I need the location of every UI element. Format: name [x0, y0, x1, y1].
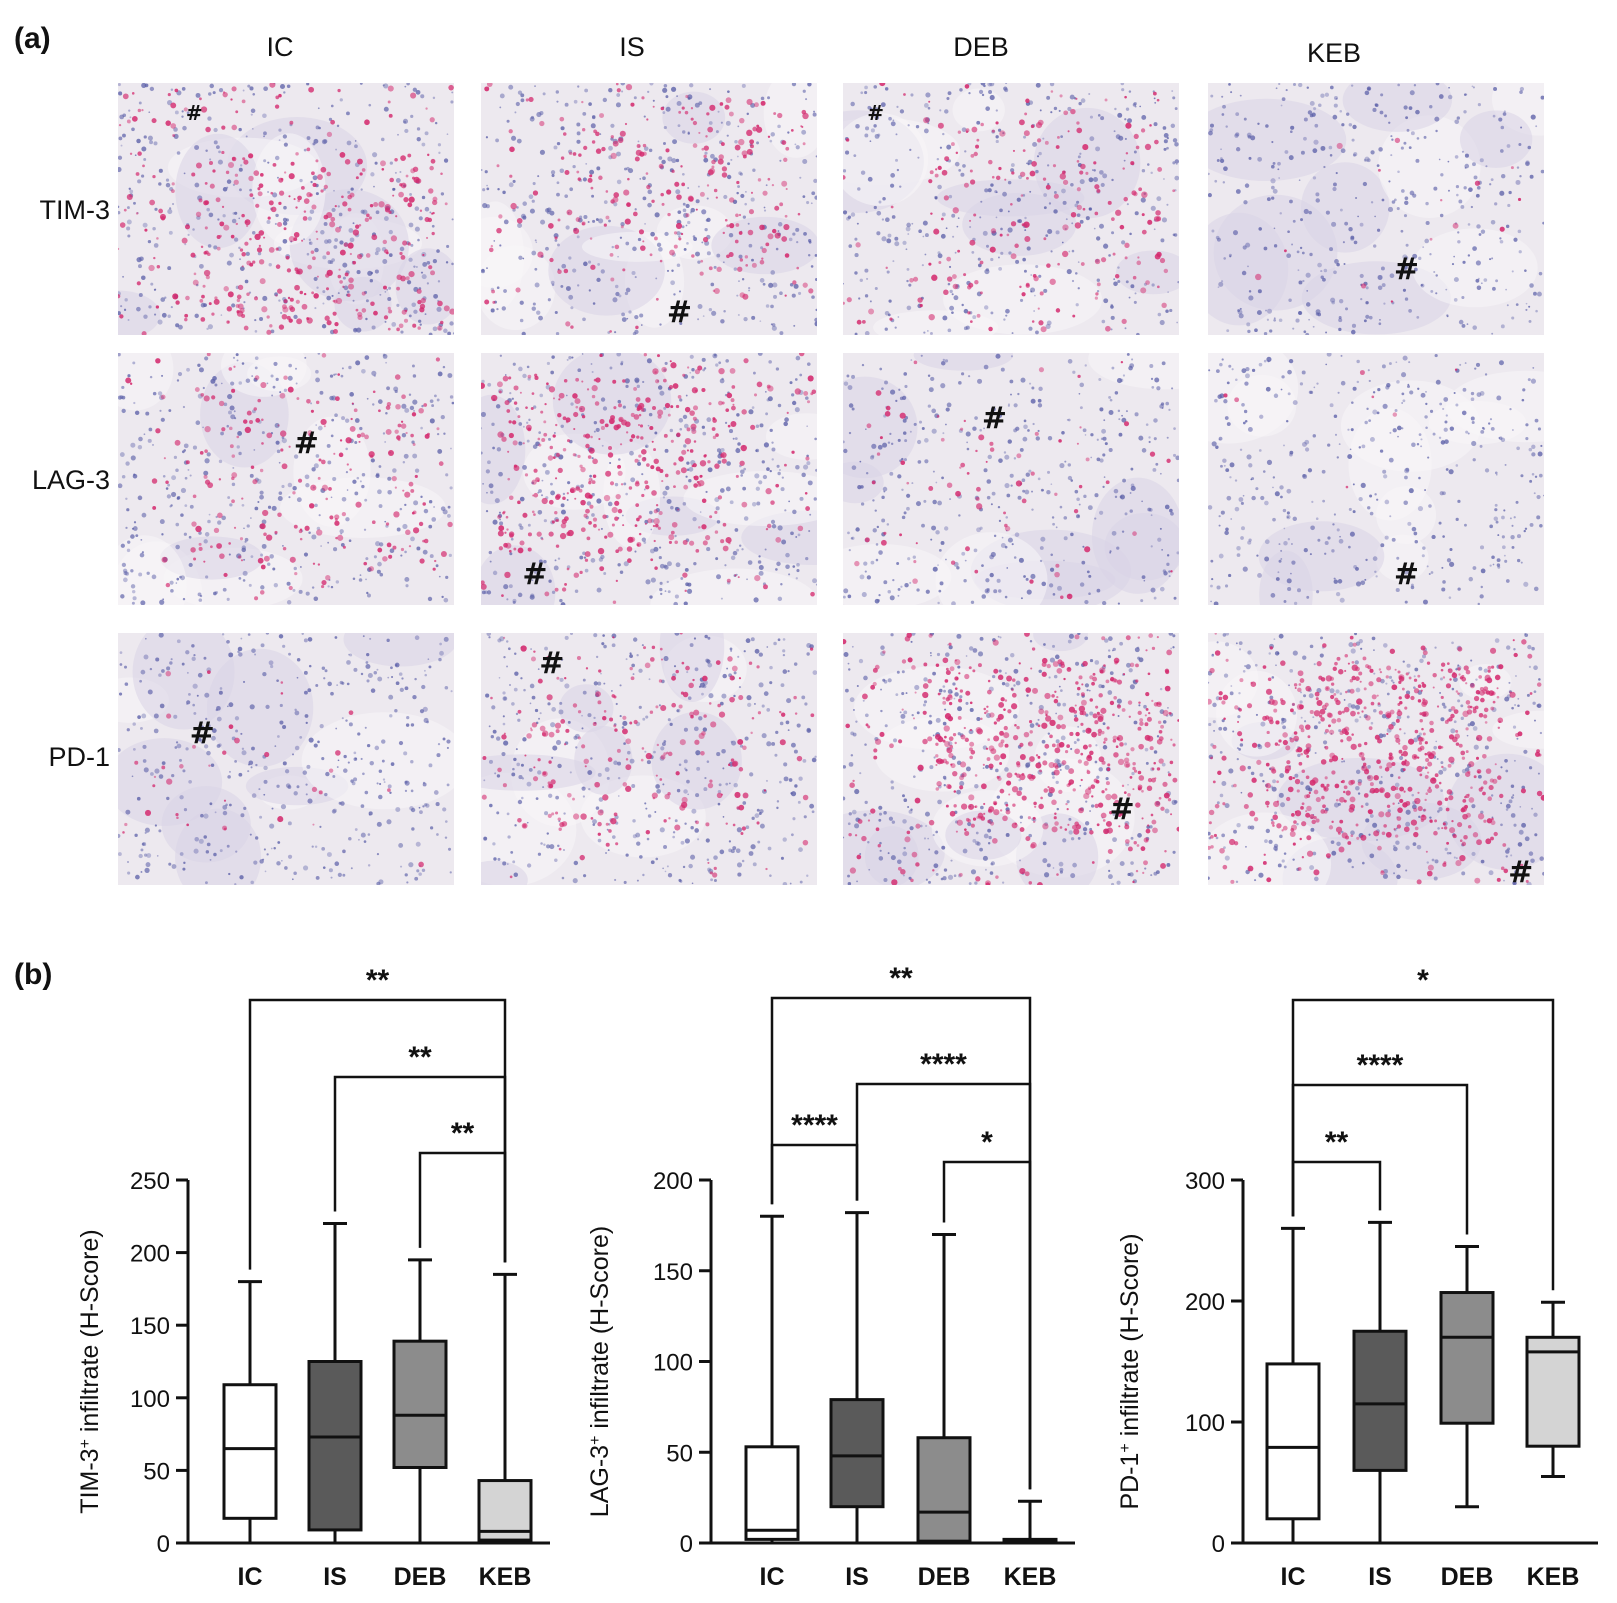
- y-tick-label: 100: [130, 1386, 170, 1413]
- row-label-tim3: TIM-3: [39, 195, 111, 225]
- y-tick-label: 150: [130, 1313, 170, 1340]
- x-tick-label: IC: [238, 1563, 263, 1591]
- significance-label: ****: [791, 1109, 838, 1142]
- box-deb: [916, 1436, 972, 1543]
- micrograph-tim3-deb: #: [843, 83, 1179, 335]
- micrograph-pd1-deb: #: [843, 633, 1179, 885]
- significance-label: **: [366, 964, 390, 997]
- micrograph-tim3-ic: #: [118, 83, 454, 335]
- box-keb: [1525, 1335, 1581, 1448]
- y-tick-label: 200: [130, 1241, 170, 1268]
- x-tick-label: DEB: [1441, 1563, 1494, 1591]
- significance-bracket: [418, 1151, 507, 1263]
- micrograph-tim3-is: #: [481, 83, 817, 335]
- row-label-lag3: LAG-3: [31, 465, 110, 495]
- hash-marker: #: [1393, 252, 1420, 288]
- y-tick-label: 50: [143, 1458, 170, 1485]
- micrograph-pd1-keb: #: [1208, 633, 1544, 885]
- micrograph-pd1-ic: #: [118, 633, 454, 885]
- significance-label: *: [981, 1126, 993, 1159]
- x-tick-label: DEB: [918, 1563, 971, 1591]
- y-tick-label: 200: [653, 1168, 693, 1195]
- significance-bracket: [942, 1160, 1032, 1490]
- micrograph-lag3-deb: #: [843, 353, 1179, 605]
- significance-bracket: [770, 996, 1032, 1490]
- hash-marker: #: [539, 645, 565, 681]
- y-axis-label: LAG-3+ infiltrate (H-Score): [586, 1226, 614, 1517]
- hash-marker: #: [981, 401, 1007, 437]
- y-tick-label: 150: [653, 1259, 693, 1286]
- panel-b-label: (b): [14, 958, 53, 991]
- y-tick-label: 0: [1212, 1531, 1225, 1558]
- micrograph-lag3-is: #: [481, 353, 817, 605]
- y-tick-label: 250: [130, 1168, 170, 1195]
- hash-marker: #: [1109, 791, 1135, 827]
- column-label-deb: DEB: [953, 32, 1009, 62]
- y-axis-label: TIM-3+ infiltrate (H-Score): [76, 1229, 104, 1513]
- hash-marker: #: [666, 294, 693, 330]
- significance-bracket: [770, 1143, 859, 1205]
- y-tick-label: 300: [1185, 1168, 1225, 1195]
- significance-label: **: [1325, 1126, 1349, 1159]
- y-tick-label: 100: [653, 1350, 693, 1377]
- significance-bracket: [1291, 1083, 1469, 1235]
- panel-a-label: (a): [14, 22, 51, 55]
- x-tick-label: DEB: [394, 1563, 447, 1591]
- box-ic: [1265, 1362, 1321, 1521]
- y-tick-label: 100: [1185, 1410, 1225, 1437]
- box-ic: [744, 1445, 800, 1541]
- row-label-pd1: PD-1: [48, 742, 110, 772]
- y-axis-label: PD-1+ infiltrate (H-Score): [1116, 1233, 1144, 1509]
- box-is: [1352, 1329, 1408, 1472]
- significance-bracket: [1291, 1160, 1382, 1217]
- hash-marker: #: [293, 426, 319, 462]
- x-tick-label: IS: [845, 1563, 869, 1591]
- x-tick-label: IS: [323, 1563, 347, 1591]
- hash-marker: #: [185, 100, 203, 125]
- significance-label: ****: [920, 1048, 967, 1081]
- micrograph-pd1-is: #: [481, 633, 817, 885]
- y-tick-label: 0: [680, 1531, 693, 1558]
- significance-label: ****: [1357, 1049, 1404, 1082]
- significance-label: **: [408, 1041, 432, 1074]
- column-label-ic: IC: [266, 32, 294, 62]
- column-label-keb: KEB: [1306, 38, 1362, 68]
- micrograph-tim3-keb: #: [1208, 83, 1544, 335]
- significance-label: *: [1417, 964, 1429, 997]
- y-tick-label: 50: [666, 1440, 693, 1467]
- x-tick-label: KEB: [1004, 1563, 1057, 1591]
- y-tick-label: 0: [157, 1531, 170, 1558]
- box-deb: [392, 1339, 448, 1469]
- x-tick-label: IC: [1281, 1563, 1306, 1591]
- box-is: [829, 1398, 885, 1509]
- x-tick-label: KEB: [479, 1563, 532, 1591]
- box-is: [307, 1360, 363, 1532]
- hash-marker: #: [522, 557, 548, 593]
- hash-marker: #: [867, 100, 884, 125]
- column-label-is: IS: [619, 32, 645, 62]
- hash-marker: #: [1393, 557, 1420, 593]
- significance-label: **: [451, 1117, 475, 1150]
- x-tick-label: IC: [760, 1563, 785, 1591]
- hash-marker: #: [189, 716, 215, 752]
- micrograph-lag3-ic: #: [118, 353, 454, 605]
- x-tick-label: KEB: [1527, 1563, 1580, 1591]
- micrograph-lag3-keb: #: [1208, 353, 1544, 605]
- box-ic: [222, 1383, 278, 1520]
- x-tick-label: IS: [1368, 1563, 1392, 1591]
- box-deb: [1439, 1291, 1495, 1425]
- hash-marker: #: [1508, 854, 1534, 885]
- y-tick-label: 200: [1185, 1289, 1225, 1316]
- significance-label: **: [889, 962, 913, 995]
